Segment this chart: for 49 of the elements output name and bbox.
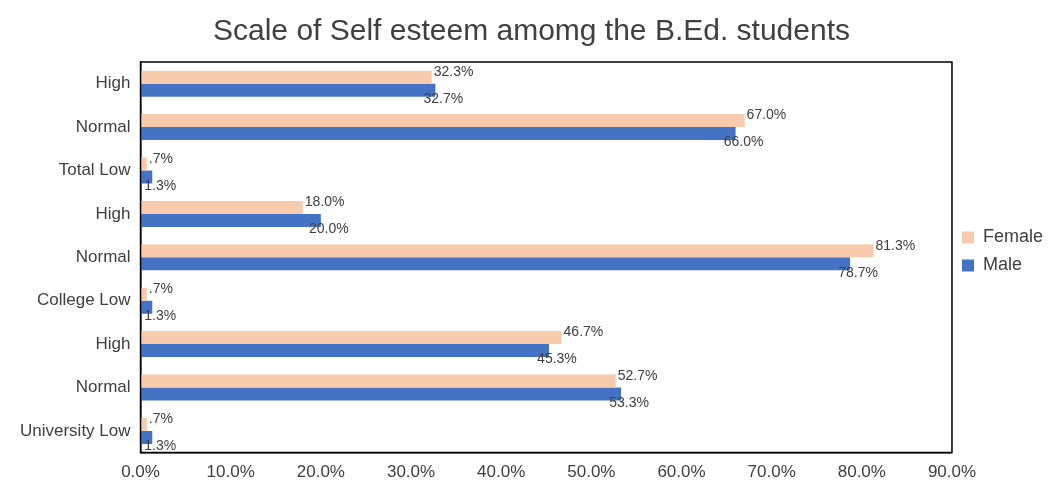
bar — [140, 244, 874, 258]
data-label: 1.3% — [144, 437, 177, 454]
x-tick-label: 90.0% — [927, 462, 977, 482]
chart-title: Scale of Self esteem amomg the B.Ed. students — [212, 13, 851, 47]
x-tick-label: 60.0% — [657, 462, 706, 482]
data-label: .7% — [148, 280, 173, 297]
data-label: 67.0% — [746, 106, 787, 123]
data-label: 20.0% — [309, 220, 349, 237]
data-label: 66.0% — [723, 133, 764, 150]
x-tick-label: 70.0% — [747, 462, 796, 482]
y-tick-label: Normal — [75, 377, 131, 397]
data-label: 78.7% — [838, 263, 878, 280]
data-label: 32.7% — [423, 90, 464, 107]
data-label: 32.3% — [433, 63, 474, 80]
legend-label: Male — [982, 254, 1022, 275]
data-label: 52.7% — [617, 366, 658, 383]
y-tick-label: Normal — [75, 246, 131, 266]
bar — [140, 70, 432, 84]
data-label: 46.7% — [563, 323, 604, 340]
x-tick-label: 10.0% — [206, 462, 255, 482]
data-label: 18.0% — [304, 193, 345, 210]
data-label: .7% — [148, 149, 173, 166]
bar — [140, 157, 147, 171]
y-tick-label: High — [95, 203, 131, 223]
y-tick-label: High — [95, 333, 131, 353]
x-tick-label: 50.0% — [567, 462, 616, 482]
bar — [140, 417, 147, 431]
bar — [140, 114, 745, 128]
bar — [140, 331, 562, 345]
x-tick-label: 40.0% — [477, 462, 526, 482]
bar — [140, 374, 616, 388]
y-tick-label: University Low — [19, 420, 132, 440]
bar — [140, 200, 303, 214]
y-tick-label: Normal — [75, 116, 131, 136]
data-label: 1.3% — [144, 307, 177, 324]
data-label: 45.3% — [537, 350, 577, 367]
y-tick-label: Total Low — [58, 160, 132, 180]
x-tick-label: 0.0% — [121, 462, 160, 482]
x-tick-label: 20.0% — [296, 462, 345, 482]
x-tick-label: 30.0% — [386, 462, 436, 482]
x-tick-label: 80.0% — [837, 462, 886, 482]
data-label: 53.3% — [609, 393, 649, 410]
data-label: .7% — [148, 410, 173, 427]
legend-label: Female — [982, 226, 1044, 247]
y-tick-label: College Low — [36, 290, 132, 310]
y-tick-label: High — [95, 73, 131, 93]
data-label: 1.3% — [144, 176, 177, 193]
data-label: 81.3% — [875, 236, 916, 253]
bar — [140, 287, 147, 301]
